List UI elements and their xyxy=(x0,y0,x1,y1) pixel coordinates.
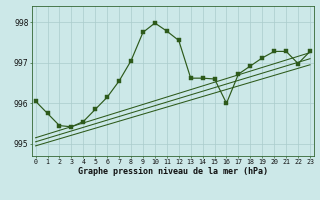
X-axis label: Graphe pression niveau de la mer (hPa): Graphe pression niveau de la mer (hPa) xyxy=(78,167,268,176)
